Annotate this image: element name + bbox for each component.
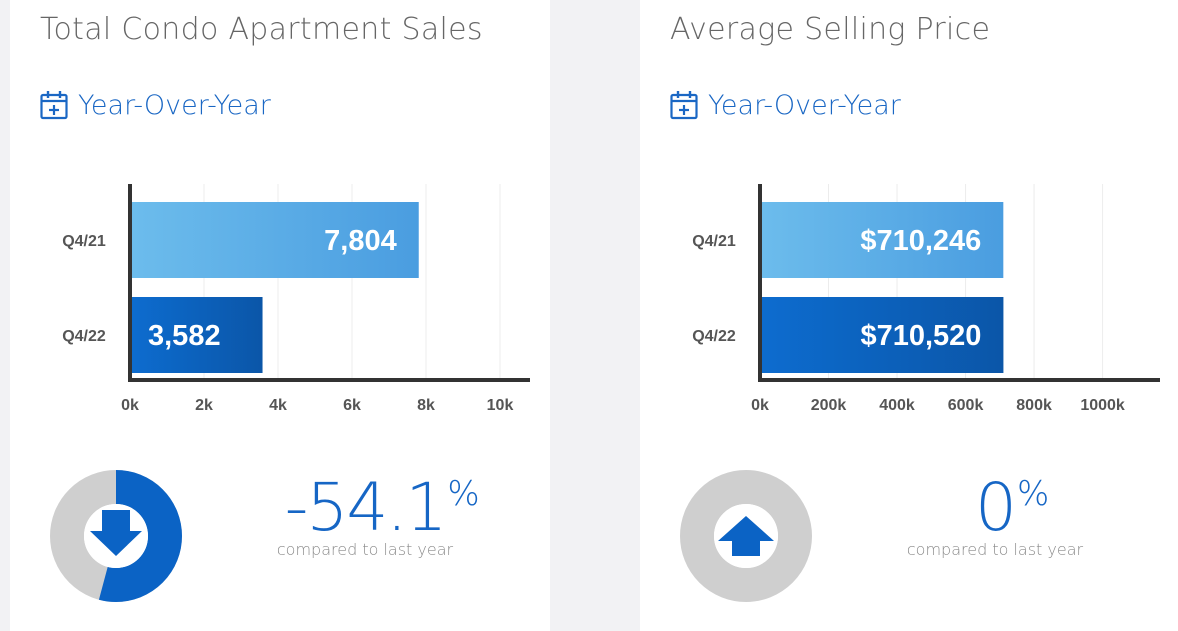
bar-value-label: 3,582 (148, 320, 221, 352)
card-title: Total Condo Apartment Sales (40, 12, 483, 47)
donut-track (680, 470, 812, 602)
category-label: Q4/21 (692, 233, 736, 250)
period-selector[interactable]: Year-Over-Year (670, 88, 901, 122)
x-tick-label: 0k (121, 397, 139, 414)
x-tick-label: 8k (417, 397, 435, 414)
price-bar-chart: $710,246 Q4/21 $710,520 Q4/22 0k 200k 400k 600k… (692, 184, 1160, 414)
change-number: 0 (975, 469, 1017, 546)
calendar-icon (40, 91, 68, 120)
arrow-up-icon (718, 516, 774, 556)
x-tick-label: 600k (948, 397, 984, 414)
change-caption: compared to last year (276, 540, 454, 559)
x-tick-label: 6k (343, 397, 361, 414)
x-tick-label: 0k (751, 397, 769, 414)
x-tick-label: 1000k (1080, 397, 1125, 414)
period-selector[interactable]: Year-Over-Year (40, 88, 271, 122)
bar (762, 202, 1004, 278)
change-caption: compared to last year (906, 540, 1084, 559)
period-label: Year-Over-Year (708, 89, 901, 121)
x-tick-label: 400k (879, 397, 915, 414)
category-label: Q4/22 (692, 328, 736, 345)
bar (762, 297, 1004, 373)
sales-bar-chart: 7,804 Q4/21 3,582 Q4/22 0k 2k 4k 6k 8k 10k (62, 184, 530, 414)
bar-value-label: $710,520 (860, 320, 981, 352)
change-value: 0% (975, 469, 1049, 546)
change-summary: -54.1% compared to last year (215, 469, 515, 560)
category-label: Q4/21 (62, 233, 106, 250)
bar-value-label: 7,804 (324, 225, 397, 257)
category-label: Q4/22 (62, 328, 106, 345)
x-tick-label: 2k (195, 397, 213, 414)
sales-card: Total Condo Apartment Sales Year-Over-Ye… (10, 0, 550, 631)
change-donut (50, 470, 182, 602)
x-tick-label: 4k (269, 397, 287, 414)
x-tick-label: 10k (487, 397, 514, 414)
donut-progress-arc (50, 470, 182, 602)
calendar-icon (670, 91, 698, 120)
change-summary: 0% compared to last year (845, 469, 1145, 560)
bar (132, 297, 263, 373)
bar-value-label: $710,246 (860, 225, 981, 257)
arrow-down-icon (90, 510, 142, 556)
x-tick-label: 800k (1016, 397, 1052, 414)
change-value: -54.1% (284, 469, 480, 546)
x-tick-label: 200k (811, 397, 847, 414)
change-unit: % (447, 474, 479, 514)
change-number: -54.1 (284, 469, 448, 546)
card-title: Average Selling Price (670, 12, 991, 47)
change-donut (680, 470, 812, 602)
change-unit: % (1017, 474, 1049, 514)
bar (132, 202, 419, 278)
period-label: Year-Over-Year (78, 89, 271, 121)
price-card: Average Selling Price Year-Over-Year $71… (640, 0, 1178, 631)
